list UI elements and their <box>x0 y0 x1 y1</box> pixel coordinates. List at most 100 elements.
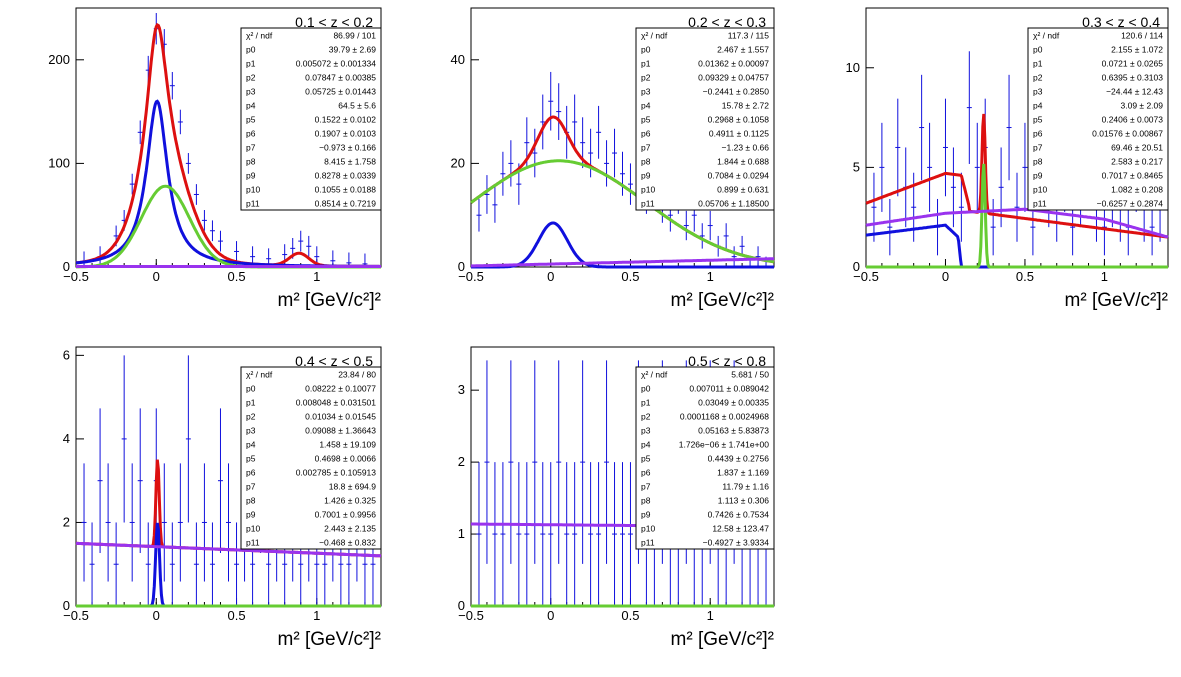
stats-param-name: p7 <box>641 482 651 492</box>
x-tick-label: 1 <box>707 269 714 284</box>
x-tick-label: −0.5 <box>458 608 484 623</box>
stats-param-value: 0.007011 ± 0.089042 <box>689 384 769 394</box>
stats-param-name: p4 <box>246 101 256 111</box>
x-axis-title: m² [GeV/c²]² <box>278 290 381 311</box>
stats-chi2-label: χ² / ndf <box>246 31 273 41</box>
y-tick-label: 100 <box>48 155 70 170</box>
y-tick-label: 0 <box>458 598 465 613</box>
y-tick-label: 40 <box>451 52 465 67</box>
stats-param-name: p9 <box>641 510 651 520</box>
x-tick-label: −0.5 <box>458 269 484 284</box>
stats-param-name: p7 <box>1033 143 1043 153</box>
stats-param-value: 64.5 ± 5.6 <box>338 101 376 111</box>
stats-chi2-value: 120.6 / 114 <box>1121 31 1163 41</box>
stats-param-value: 2.467 ± 1.557 <box>717 45 769 55</box>
x-axis-title: m² [GeV/c²]² <box>671 629 774 650</box>
stats-param-value: 0.09329 ± 0.04757 <box>698 73 769 83</box>
x-tick-label: 1 <box>313 269 320 284</box>
stats-param-name: p4 <box>246 440 256 450</box>
stats-param-value: 1.113 ± 0.306 <box>718 496 770 506</box>
x-tick-label: 0.5 <box>227 608 245 623</box>
stats-param-value: 1.426 ± 0.325 <box>324 496 376 506</box>
stats-param-name: p9 <box>1033 171 1043 181</box>
stats-param-value: 0.008048 ± 0.031501 <box>296 398 377 408</box>
fit-curve-component <box>866 163 1168 269</box>
stats-param-name: p5 <box>641 454 651 464</box>
stats-param-name: p7 <box>246 143 256 153</box>
stats-param-value: 0.8514 ± 0.7219 <box>315 199 377 209</box>
stats-param-name: p3 <box>246 426 256 436</box>
stats-param-value: 0.7017 ± 0.8465 <box>1102 171 1164 181</box>
stats-param-value: 0.4439 ± 0.2756 <box>708 454 770 464</box>
stats-param-name: p8 <box>246 496 256 506</box>
stats-param-name: p2 <box>246 412 256 422</box>
stats-param-value: 0.09088 ± 1.36643 <box>305 426 376 436</box>
stats-param-value: 0.0721 ± 0.0265 <box>1102 59 1164 69</box>
stats-param-name: p11 <box>246 538 260 548</box>
stats-param-name: p11 <box>1033 199 1047 209</box>
y-tick-label: 10 <box>846 60 860 75</box>
stats-param-value: 0.05725 ± 0.01443 <box>305 87 376 97</box>
stats-chi2-label: χ² / ndf <box>641 370 668 380</box>
y-tick-label: 0 <box>63 598 70 613</box>
stats-param-name: p8 <box>641 496 651 506</box>
y-tick-label: 200 <box>48 52 70 67</box>
stats-chi2-label: χ² / ndf <box>1033 31 1060 41</box>
stats-param-value: 2.155 ± 1.072 <box>1111 45 1163 55</box>
stats-param-name: p0 <box>641 45 651 55</box>
stats-param-value: 1.458 ± 19.109 <box>319 440 376 450</box>
stats-param-name: p5 <box>246 115 256 125</box>
stats-param-name: p0 <box>641 384 651 394</box>
stats-param-value: 0.05163 ± 5.83873 <box>698 426 769 436</box>
stats-param-value: 0.002785 ± 0.105913 <box>296 468 377 478</box>
stats-box: χ² / ndf 117.3 / 115 p0 2.467 ± 1.557 p1 0.01… <box>635 27 775 211</box>
stats-box: χ² / ndf 5.681 / 50 p0 0.007011 ± 0.089042 p… <box>635 366 775 550</box>
stats-param-value: 1.837 ± 1.169 <box>717 468 769 478</box>
stats-box-frame <box>240 366 382 550</box>
stats-param-name: p2 <box>641 73 651 83</box>
stats-param-name: p0 <box>246 45 256 55</box>
y-tick-label: 6 <box>63 347 70 362</box>
stats-param-name: p3 <box>1033 87 1043 97</box>
stats-param-name: p11 <box>641 538 655 548</box>
stats-param-name: p2 <box>1033 73 1043 83</box>
stats-param-value: −0.2441 ± 0.2850 <box>703 87 770 97</box>
stats-param-name: p10 <box>641 524 655 534</box>
y-tick-label: 0 <box>853 259 860 274</box>
x-tick-label: 0 <box>153 269 160 284</box>
stats-param-value: 2.443 ± 2.135 <box>324 524 376 534</box>
stats-param-value: 0.8278 ± 0.0339 <box>315 171 377 181</box>
stats-param-name: p1 <box>641 398 651 408</box>
stats-param-value: −0.973 ± 0.166 <box>319 143 376 153</box>
fit-curve-background <box>865 207 1169 239</box>
stats-param-value: 0.7084 ± 0.0294 <box>708 171 770 181</box>
y-tick-label: 20 <box>451 155 465 170</box>
stats-param-name: p8 <box>246 157 256 167</box>
stats-param-name: p10 <box>246 524 260 534</box>
stats-param-value: 0.0001168 ± 0.0024968 <box>680 412 769 422</box>
stats-param-name: p3 <box>246 87 256 97</box>
x-tick-label: −0.5 <box>853 269 879 284</box>
stats-param-name: p1 <box>641 59 651 69</box>
stats-param-value: 0.07847 ± 0.00385 <box>305 73 376 83</box>
stats-param-value: 0.005072 ± 0.001334 <box>296 59 377 69</box>
stats-param-name: p1 <box>1033 59 1043 69</box>
stats-box-frame <box>635 27 775 211</box>
stats-chi2-value: 23.84 / 80 <box>338 370 376 380</box>
stats-param-value: 0.899 ± 0.631 <box>717 185 769 195</box>
x-axis-title: m² [GeV/c²]² <box>671 290 774 311</box>
x-tick-label: 1 <box>313 608 320 623</box>
stats-param-value: 0.05706 ± 1.18500 <box>698 199 769 209</box>
stats-box: χ² / ndf 86.99 / 101 p0 39.79 ± 2.69 p1 0.005… <box>240 27 382 211</box>
stats-chi2-value: 86.99 / 101 <box>333 31 376 41</box>
stats-param-name: p10 <box>1033 185 1047 195</box>
stats-param-value: 0.7426 ± 0.7534 <box>708 510 770 520</box>
stats-param-value: 0.08222 ± 0.10077 <box>305 384 376 394</box>
stats-param-name: p0 <box>1033 45 1043 55</box>
fit-curve-component <box>470 159 775 264</box>
